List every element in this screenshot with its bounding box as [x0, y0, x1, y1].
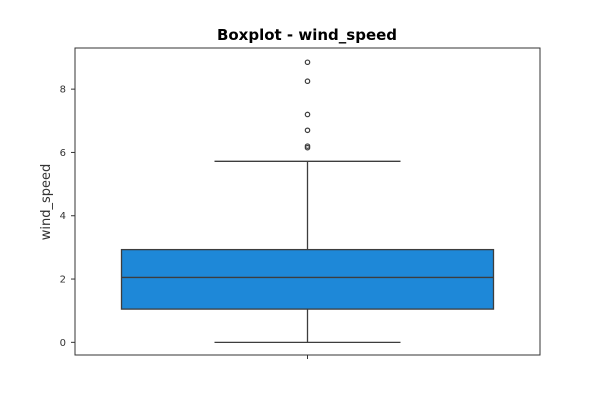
outlier-point: [304, 78, 311, 85]
y-tick-label: 4: [60, 211, 66, 222]
chart-title: Boxplot - wind_speed: [217, 26, 397, 44]
y-tick-label: 6: [60, 148, 66, 159]
y-tick-label: 8: [60, 85, 66, 96]
y-tick-label: 2: [60, 275, 66, 286]
y-axis-label: wind_speed: [39, 164, 54, 241]
box-iqr: [120, 248, 495, 310]
outlier-point: [304, 111, 311, 118]
outlier-point: [304, 59, 311, 66]
outlier-point: [304, 127, 311, 134]
y-tick-label: 0: [60, 338, 66, 349]
outlier-point: [304, 143, 311, 149]
